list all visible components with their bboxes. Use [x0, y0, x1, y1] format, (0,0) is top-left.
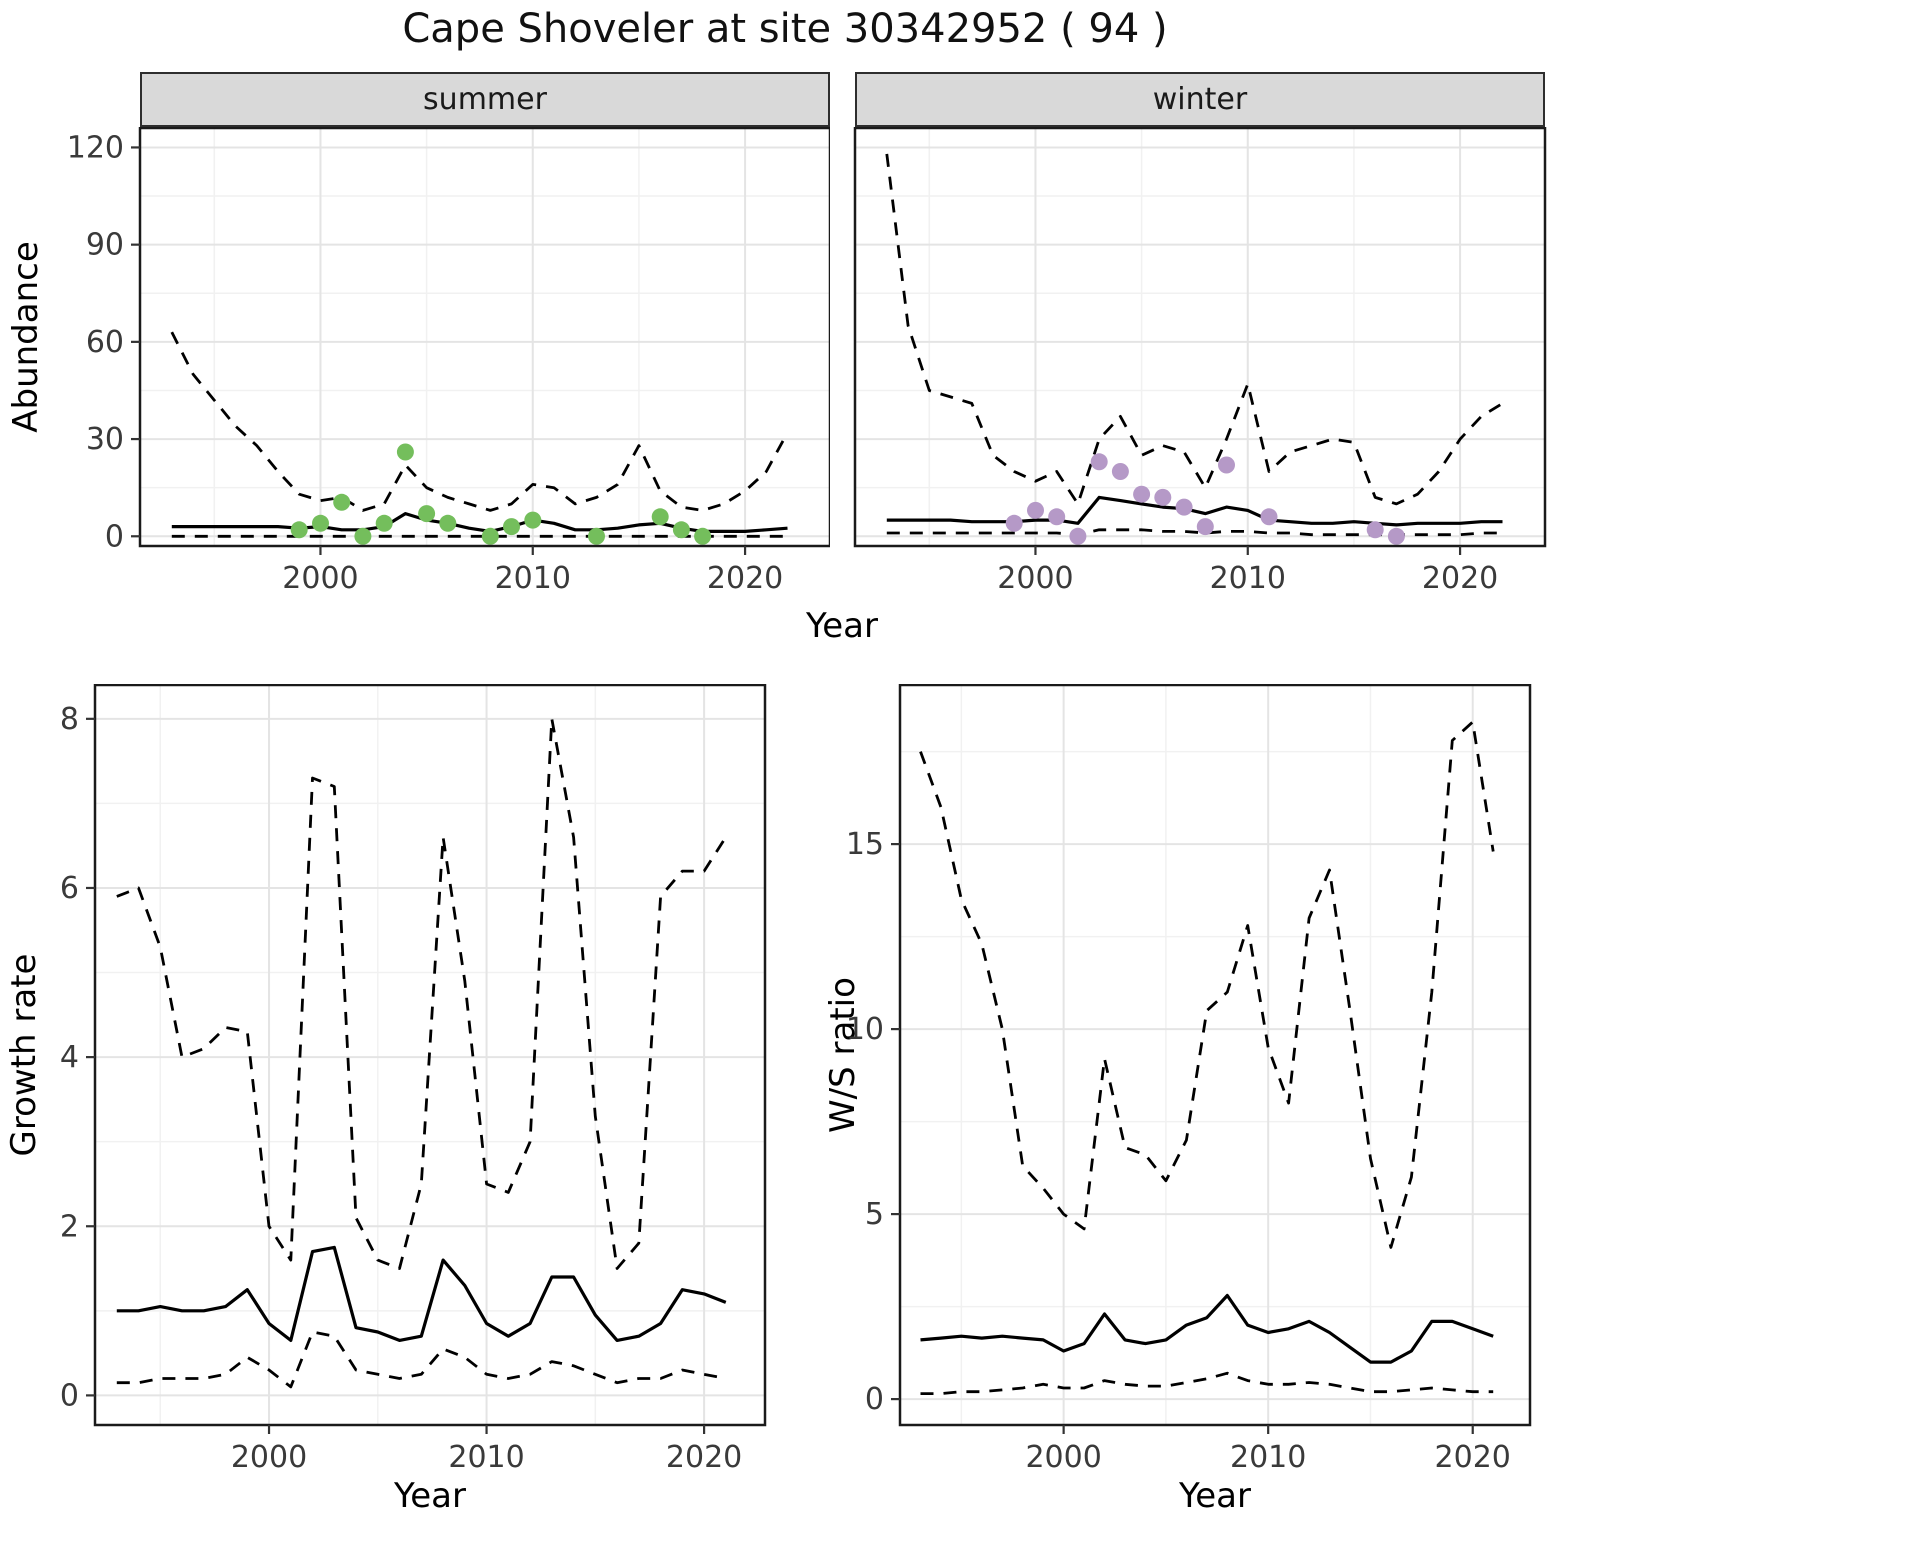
svg-text:10: 10 — [846, 1012, 884, 1047]
svg-text:60: 60 — [86, 325, 124, 360]
svg-text:2010: 2010 — [495, 561, 571, 596]
svg-text:120: 120 — [67, 130, 124, 165]
svg-text:5: 5 — [865, 1197, 884, 1232]
page-title: Cape Shoveler at site 30342952 ( 94 ) — [402, 6, 1168, 52]
svg-text:2010: 2010 — [1230, 1440, 1306, 1475]
svg-text:2020: 2020 — [1422, 561, 1498, 596]
x-axis-title-growth-rate: Year — [394, 1476, 466, 1516]
facet-strip-winter: winter — [855, 72, 1545, 127]
svg-text:2000: 2000 — [282, 561, 358, 596]
svg-text:6: 6 — [60, 871, 79, 906]
svg-text:2020: 2020 — [707, 561, 783, 596]
svg-text:2010: 2010 — [1210, 561, 1286, 596]
svg-text:2000: 2000 — [997, 561, 1073, 596]
facet-strip-summer-label: summer — [423, 82, 547, 117]
svg-text:4: 4 — [60, 1040, 79, 1075]
svg-text:0: 0 — [865, 1382, 884, 1417]
svg-text:2020: 2020 — [1435, 1440, 1511, 1475]
svg-text:2: 2 — [60, 1209, 79, 1244]
svg-text:2000: 2000 — [231, 1440, 307, 1475]
svg-text:8: 8 — [60, 702, 79, 737]
svg-text:0: 0 — [105, 519, 124, 554]
svg-text:2010: 2010 — [448, 1440, 524, 1475]
abundance-winter-panel: 2000 2010 2020 — [853, 127, 1547, 596]
svg-text:90: 90 — [86, 228, 124, 263]
growth-rate-panel: 2000 2010 2020 0 2 4 6 8 — [60, 684, 767, 1475]
facet-strip-winter-label: winter — [1152, 82, 1248, 117]
ws-ratio-panel: 2000 2010 2020 0 5 10 15 — [846, 684, 1532, 1475]
abundance-summer-panel: 2000 2010 2020 0 30 60 90 120 — [67, 127, 830, 596]
svg-text:15: 15 — [846, 827, 884, 862]
svg-text:30: 30 — [86, 422, 124, 457]
facet-strip-summer: summer — [140, 72, 830, 127]
svg-text:0: 0 — [60, 1378, 79, 1413]
x-axis-title-ws-ratio: Year — [1179, 1476, 1251, 1516]
svg-text:2020: 2020 — [666, 1440, 742, 1475]
svg-text:2000: 2000 — [1025, 1440, 1101, 1475]
x-axis-title-top: Year — [806, 606, 878, 646]
y-axis-title-abundance: Abundance — [6, 241, 46, 433]
